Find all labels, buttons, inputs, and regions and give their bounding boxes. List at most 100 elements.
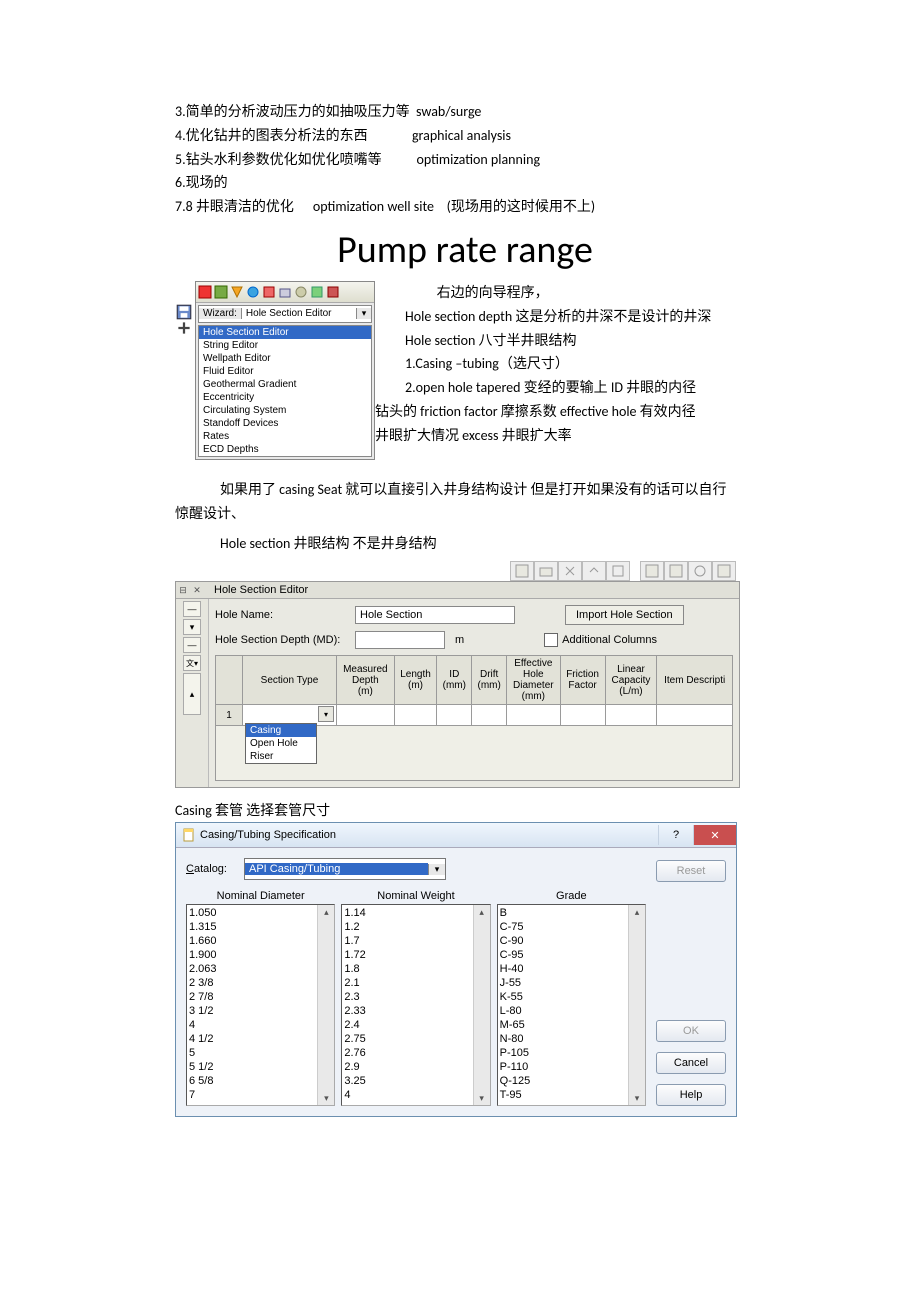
toolbar-icon[interactable] [640,561,664,581]
list-item[interactable]: 5 [189,1046,315,1060]
list-item[interactable]: C-95 [500,948,626,962]
list-item[interactable]: 2 7/8 [189,990,315,1004]
list-item[interactable]: B [500,906,626,920]
table-cell[interactable] [472,705,507,726]
list-item[interactable]: P-110 [500,1060,626,1074]
toolbar-icon[interactable] [712,561,736,581]
tb-icon-6[interactable] [278,285,292,299]
list-item[interactable]: 1.8 [344,962,470,976]
list-item[interactable]: 2.063 [189,962,315,976]
wizard-item[interactable]: Rates [199,430,371,443]
help-button[interactable]: Help [656,1084,726,1106]
pin-icon[interactable]: ⊟ [176,584,190,596]
table-cell[interactable] [507,705,560,726]
toolbar-icon[interactable] [510,561,534,581]
left-btn[interactable]: — [183,601,201,617]
list-item[interactable]: 6 5/8 [189,1074,315,1088]
wizard-item[interactable]: Standoff Devices [199,417,371,430]
list-item[interactable]: 1.315 [189,920,315,934]
ok-button[interactable]: OK [656,1020,726,1042]
popup-item[interactable]: Riser [246,750,316,763]
list-item[interactable]: C-90 [500,934,626,948]
toolbar-icon[interactable] [558,561,582,581]
list-item[interactable]: 4 [344,1088,470,1102]
list-item[interactable]: 2.1 [344,976,470,990]
popup-item[interactable]: Open Hole [246,737,316,750]
cancel-button[interactable]: Cancel [656,1052,726,1074]
import-hole-section-button[interactable]: Import Hole Section [565,605,684,625]
help-icon[interactable]: ? [658,825,693,845]
table-cell[interactable] [560,705,605,726]
chevron-down-icon[interactable]: ▾ [428,864,445,875]
table-cell[interactable] [337,705,395,726]
toolbar-icon[interactable] [582,561,606,581]
scrollbar[interactable]: ▴▾ [317,905,334,1105]
list-item[interactable]: 4 [189,1018,315,1032]
close-icon[interactable]: ✕ [693,825,736,845]
list-item[interactable]: 1.7 [344,934,470,948]
hole-name-input[interactable] [355,606,515,624]
tb-icon-4[interactable] [246,285,260,299]
list-item[interactable]: 3.25 [344,1074,470,1088]
list-item[interactable]: H-40 [500,962,626,976]
list-item[interactable]: 2.75 [344,1032,470,1046]
catalog-combo[interactable]: API Casing/Tubing ▾ [244,858,446,880]
toolbar-icon[interactable] [688,561,712,581]
toolbar-icon[interactable] [534,561,558,581]
list-item[interactable]: 1.72 [344,948,470,962]
table-cell[interactable] [394,705,437,726]
wizard-item[interactable]: Geothermal Gradient [199,378,371,391]
scrollbar[interactable]: ▴▾ [473,905,490,1105]
wizard-item[interactable]: ECD Depths [199,443,371,456]
wizard-item[interactable]: Fluid Editor [199,365,371,378]
list-item[interactable]: 2 3/8 [189,976,315,990]
tb-icon-8[interactable] [310,285,324,299]
left-scrollbar[interactable]: ▴ [183,673,201,715]
list-item[interactable]: 2.33 [344,1004,470,1018]
list-item[interactable]: 1.2 [344,920,470,934]
list-item[interactable]: 4 1/2 [189,1032,315,1046]
list-item[interactable]: M-65 [500,1018,626,1032]
chevron-down-icon[interactable]: ▾ [356,308,371,319]
table-cell[interactable] [437,705,472,726]
list-item[interactable]: J-55 [500,976,626,990]
tb-icon-3[interactable] [230,285,244,299]
wizard-item[interactable]: Eccentricity [199,391,371,404]
section-type-cell[interactable]: ▾ Casing Open Hole Riser [243,705,337,726]
left-btn[interactable]: — [183,637,201,653]
nominal-diameter-list[interactable]: 1.0501.3151.6601.9002.0632 3/82 7/83 1/2… [186,904,335,1106]
wizard-item-selected[interactable]: Hole Section Editor [199,326,371,339]
table-cell[interactable] [657,705,733,726]
list-item[interactable]: 1.900 [189,948,315,962]
list-item[interactable]: L-80 [500,1004,626,1018]
tb-icon-1[interactable] [198,285,212,299]
list-item[interactable]: 2.4 [344,1018,470,1032]
wizard-list[interactable]: Hole Section Editor String Editor Wellpa… [198,325,372,457]
wizard-dropdown[interactable]: Wizard: Hole Section Editor ▾ [198,305,372,323]
list-item[interactable]: Q-125 [500,1074,626,1088]
left-btn[interactable]: ▾ [183,619,201,635]
tb-icon-9[interactable] [326,285,340,299]
left-btn[interactable]: 文▾ [183,655,201,671]
list-item[interactable]: 1.660 [189,934,315,948]
hole-depth-input[interactable] [355,631,445,649]
list-item[interactable]: N-80 [500,1032,626,1046]
grade-list[interactable]: BC-75C-90C-95H-40J-55K-55L-80M-65N-80 P-1… [497,904,646,1106]
list-item[interactable]: K-55 [500,990,626,1004]
list-item[interactable]: 1.050 [189,906,315,920]
nominal-weight-list[interactable]: 1.141.21.71.721.82.12.32.332.42.752.762.… [341,904,490,1106]
table-cell[interactable] [605,705,657,726]
scrollbar[interactable]: ▴▾ [628,905,645,1105]
tb-icon-7[interactable] [294,285,308,299]
additional-columns-checkbox[interactable]: Additional Columns [544,633,657,647]
list-item[interactable]: C-75 [500,920,626,934]
tb-icon-5[interactable] [262,285,276,299]
list-item[interactable]: 3 1/2 [189,1004,315,1018]
list-item[interactable]: 2.3 [344,990,470,1004]
list-item[interactable]: 7 [189,1088,315,1102]
list-item[interactable]: 2.76 [344,1046,470,1060]
toolbar-icon[interactable] [606,561,630,581]
list-item[interactable]: 5 1/2 [189,1060,315,1074]
checkbox-icon[interactable] [544,633,558,647]
toolbar-icon[interactable] [664,561,688,581]
